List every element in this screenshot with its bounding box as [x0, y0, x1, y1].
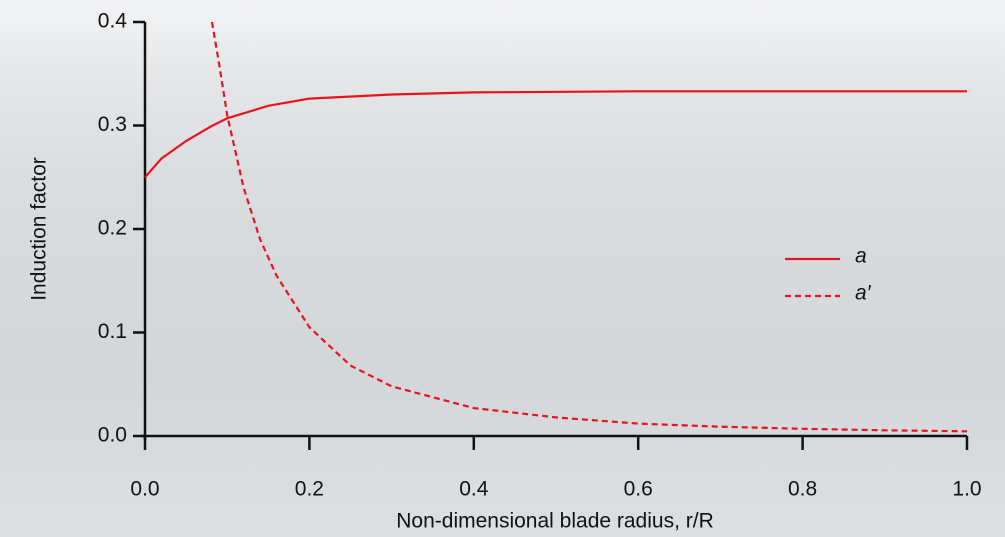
x-tick-label: 0.0: [130, 478, 159, 501]
chart-background: Non-dimensional blade radius, r/R Induct…: [0, 0, 1005, 537]
y-tick-label: 0.2: [98, 217, 127, 240]
y-axis-label: Induction factor: [28, 157, 51, 301]
x-tick-label: 0.6: [624, 478, 653, 501]
legend-label: a: [855, 245, 867, 268]
x-tick-label: 0.8: [788, 478, 817, 501]
x-tick-label: 0.2: [295, 478, 324, 501]
x-tick-label: 0.4: [459, 478, 489, 501]
y-tick-label: 0.1: [98, 320, 127, 343]
legend-label: a′: [855, 282, 872, 305]
x-tick-label: 1.0: [952, 478, 981, 501]
x-axis-label: Non-dimensional blade radius, r/R: [396, 510, 714, 533]
y-tick-label: 0.0: [98, 424, 127, 447]
y-tick-label: 0.3: [98, 113, 127, 136]
y-tick-label: 0.4: [98, 10, 128, 33]
series-line: [212, 22, 967, 431]
series-line: [145, 91, 967, 177]
chart: Non-dimensional blade radius, r/R Induct…: [0, 0, 1005, 537]
